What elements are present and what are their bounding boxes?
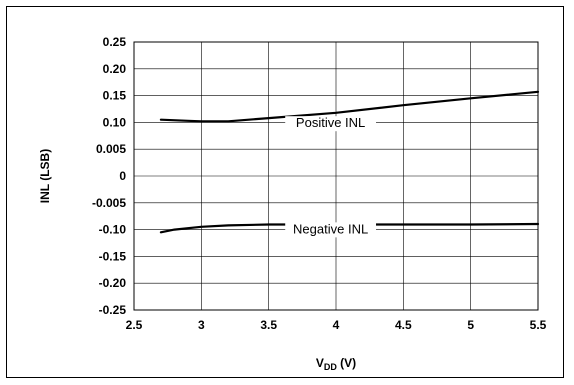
y-tick-label: 0.005 [96,142,126,156]
tick-labels: 0.25 0.20 0.15 0.10 0.005 0 -0.005 -0.10 -0.15 -0… [92,35,547,332]
series-line-negative-inl [159,222,540,234]
x-tick-label: 2.5 [126,318,143,332]
y-tick-label: -0.10 [99,223,127,237]
y-tick-label: -0.20 [99,276,127,290]
annotation-background [285,222,377,238]
y-tick-label: 0.15 [103,89,127,103]
annotations: Positive INL Negative INL [285,115,377,238]
y-tick-label: -0.005 [92,196,126,210]
series-layer [159,90,540,234]
grid [134,42,538,310]
x-tick-label: 3 [198,318,205,332]
x-axis-title: VDD (V) [316,356,356,372]
annotation-background [285,116,377,132]
x-tick-label: 5 [467,318,474,332]
y-tick-label: 0.25 [103,35,127,49]
x-tick-label: 3.5 [260,318,277,332]
x-axis-title-subscript: DD [324,362,337,372]
series-label: Positive INL [296,115,365,130]
series-line-positive-inl [159,90,540,123]
y-tick-label: -0.15 [99,249,127,263]
x-tick-label: 5.5 [530,318,547,332]
plot-border [133,41,539,311]
chart-frame [6,6,564,378]
y-tick-label: 0.20 [103,62,127,76]
y-tick-label: 0 [119,169,126,183]
x-axis-title-suffix: (V) [337,356,356,370]
y-tick-label: 0.10 [103,115,127,129]
y-tick-label: -0.25 [99,303,127,317]
series-label: Negative INL [293,221,368,236]
x-tick-label: 4 [333,318,340,332]
x-tick-label: 4.5 [395,318,412,332]
x-axis-title-main: V [316,356,324,370]
y-axis-title: INL (LSB) [38,149,52,203]
